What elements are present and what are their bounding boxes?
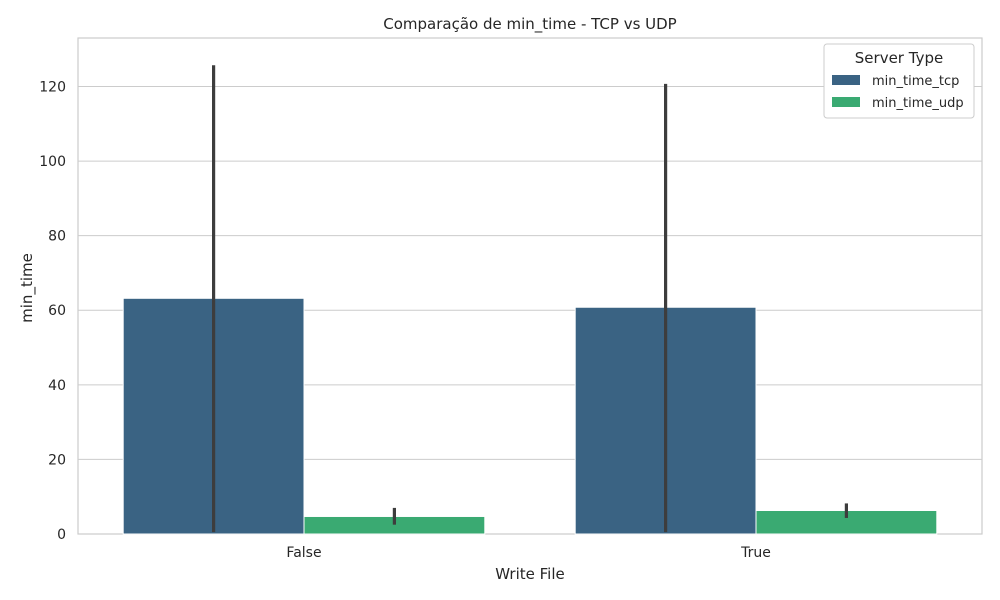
y-tick-label: 100 (39, 154, 66, 170)
chart-title: Comparação de min_time - TCP vs UDP (383, 15, 676, 34)
y-axis-ticks: 0 20 40 60 80 100 120 (39, 79, 66, 543)
legend-label-min_time_udp: min_time_udp (872, 96, 964, 111)
x-tick-label: True (740, 545, 771, 561)
x-tick-label: False (286, 545, 321, 561)
legend-swatch-min_time_udp (832, 97, 860, 107)
legend-swatch-min_time_tcp (832, 75, 860, 85)
x-axis-ticks: False True (286, 545, 770, 561)
legend-box (823, 43, 975, 119)
y-tick-label: 0 (57, 527, 66, 543)
y-tick-label: 20 (48, 452, 66, 468)
legend-label-min_time_tcp: min_time_tcp (872, 74, 959, 89)
y-tick-label: 40 (48, 378, 66, 394)
x-axis-label: Write File (495, 565, 564, 583)
y-axis-label: min_time (18, 253, 37, 323)
y-tick-label: 60 (48, 303, 66, 319)
legend-title: Server Type (855, 49, 943, 67)
error-bars (212, 65, 849, 533)
y-tick-label: 120 (39, 79, 66, 95)
y-tick-label: 80 (48, 229, 66, 245)
legend: Server Type min_time_tcp min_time_udp (823, 43, 975, 119)
